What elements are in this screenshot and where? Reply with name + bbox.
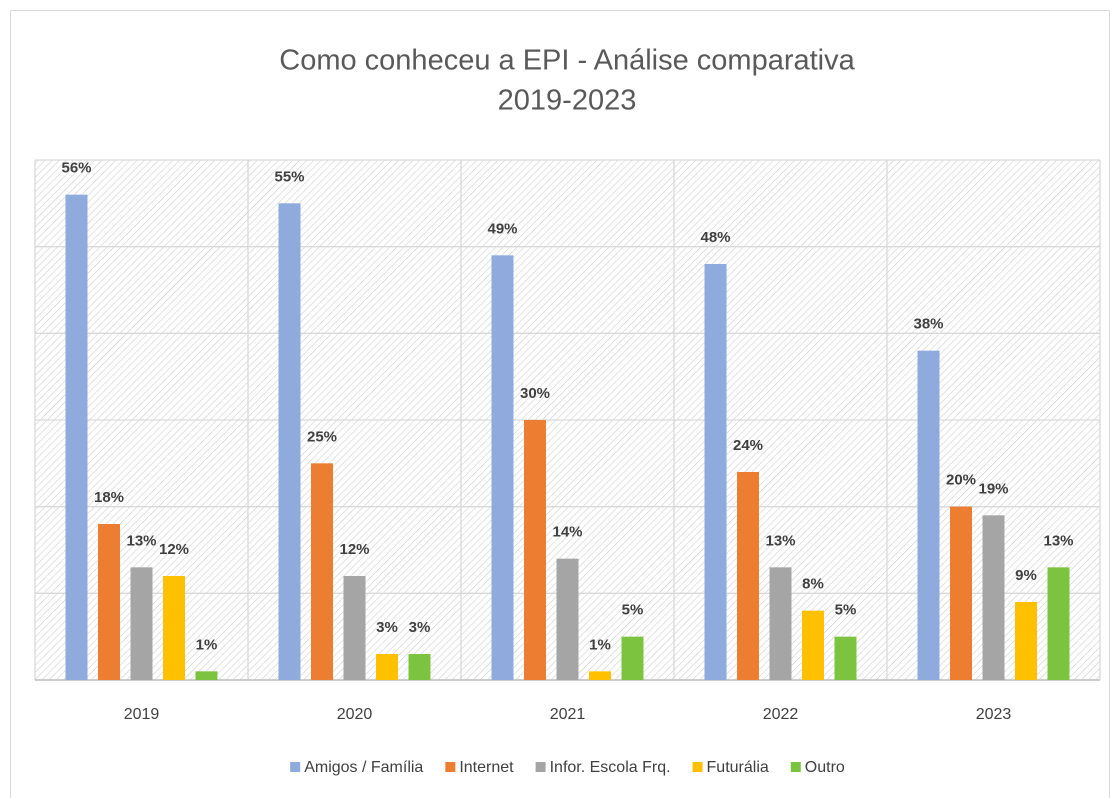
value-label: 12% bbox=[159, 541, 189, 558]
bar bbox=[769, 567, 792, 680]
legend-label: Outro bbox=[805, 759, 845, 776]
x-tick-label: 2023 bbox=[976, 706, 1012, 723]
bar bbox=[408, 654, 431, 680]
bar bbox=[737, 472, 759, 680]
bar bbox=[1015, 602, 1037, 680]
legend-label: Futurália bbox=[707, 759, 769, 776]
bar bbox=[343, 576, 366, 680]
value-label: 8% bbox=[802, 576, 824, 593]
bar bbox=[982, 515, 1005, 680]
value-label: 25% bbox=[307, 428, 337, 445]
value-label: 20% bbox=[946, 472, 976, 489]
bar bbox=[163, 576, 185, 680]
value-label: 24% bbox=[733, 437, 763, 454]
value-label: 1% bbox=[196, 636, 218, 653]
chart-title: 2019-2023 bbox=[498, 85, 637, 117]
bar bbox=[491, 255, 514, 681]
bar bbox=[834, 636, 857, 680]
x-tick-label: 2022 bbox=[763, 706, 799, 723]
bar bbox=[917, 350, 940, 680]
bar bbox=[524, 420, 546, 680]
bar bbox=[950, 506, 972, 680]
value-label: 49% bbox=[487, 220, 517, 237]
bar bbox=[802, 610, 824, 680]
legend-swatch bbox=[290, 762, 301, 772]
legend-label: Amigos / Família bbox=[304, 759, 423, 776]
value-label: 13% bbox=[765, 532, 795, 549]
value-label: 3% bbox=[409, 619, 431, 636]
legend-swatch bbox=[790, 762, 801, 772]
x-tick-label: 2019 bbox=[124, 706, 160, 723]
legend-label: Internet bbox=[459, 759, 514, 776]
bar bbox=[589, 671, 611, 680]
bar bbox=[311, 463, 333, 680]
value-label: 48% bbox=[700, 229, 730, 246]
legend-swatch bbox=[692, 762, 703, 772]
legend-swatch bbox=[535, 762, 546, 772]
bar bbox=[65, 194, 88, 680]
x-tick-label: 2021 bbox=[550, 706, 586, 723]
value-label: 13% bbox=[126, 532, 156, 549]
chart-title: Como conheceu a EPI - Análise comparativ… bbox=[279, 45, 855, 77]
value-label: 3% bbox=[376, 619, 398, 636]
value-label: 55% bbox=[274, 168, 304, 185]
bar bbox=[98, 524, 120, 680]
value-label: 9% bbox=[1015, 567, 1037, 584]
bar bbox=[130, 567, 153, 680]
value-label: 1% bbox=[589, 636, 611, 653]
value-label: 19% bbox=[978, 480, 1008, 497]
bar bbox=[1047, 567, 1070, 680]
value-label: 12% bbox=[339, 541, 369, 558]
value-label: 30% bbox=[520, 385, 550, 402]
x-tick-label: 2020 bbox=[337, 706, 373, 723]
value-label: 14% bbox=[552, 524, 582, 541]
bar bbox=[195, 671, 218, 680]
value-label: 5% bbox=[835, 602, 857, 619]
bar bbox=[556, 558, 579, 680]
bar bbox=[621, 636, 644, 680]
value-label: 56% bbox=[61, 160, 91, 177]
legend-swatch bbox=[445, 762, 456, 772]
value-label: 13% bbox=[1043, 532, 1073, 549]
legend-label: Infor. Escola Frq. bbox=[550, 759, 671, 776]
bar bbox=[278, 203, 301, 681]
value-label: 5% bbox=[622, 602, 644, 619]
bar bbox=[704, 264, 727, 680]
bar bbox=[376, 654, 398, 680]
value-label: 38% bbox=[913, 316, 943, 333]
value-label: 18% bbox=[94, 489, 124, 506]
